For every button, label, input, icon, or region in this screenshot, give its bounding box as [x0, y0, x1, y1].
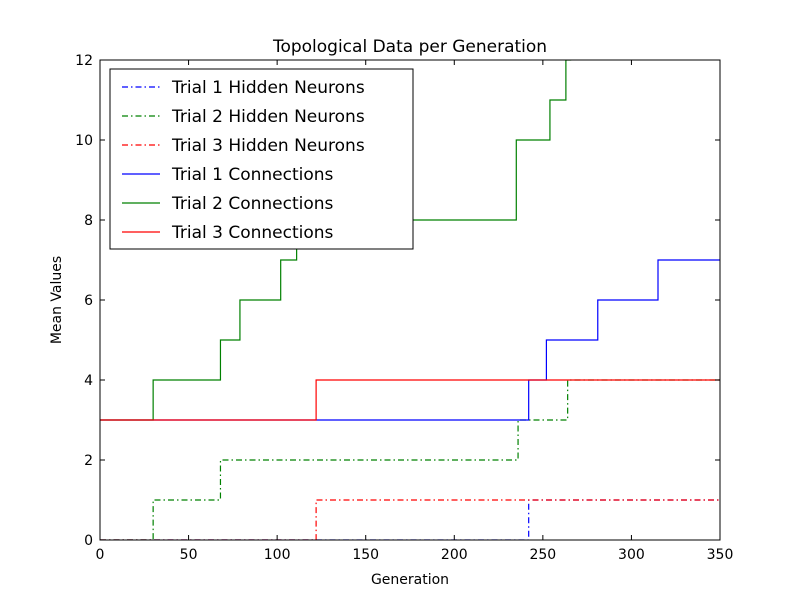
- series-line-2: [100, 379, 720, 540]
- legend-label-2: Trial 2 Hidden Neurons: [171, 107, 365, 127]
- legend-label-1: Trial 1 Hidden Neurons: [171, 78, 365, 98]
- x-tick-label: 250: [529, 547, 556, 563]
- legend-box: [109, 68, 414, 250]
- ticks-layer: 0 50 100 150 200 250 300 350 0 2 4 6 8 10 12: [75, 53, 733, 563]
- y-tick-label: 8: [84, 213, 93, 229]
- series-line-6: [100, 379, 720, 421]
- series-layer: [100, 60, 720, 540]
- legend-label-6: Trial 3 Connections: [171, 223, 334, 243]
- x-tick-label: 150: [352, 547, 379, 563]
- y-tick-label: 6: [84, 293, 93, 309]
- x-tick-label: 0: [96, 547, 105, 563]
- series-line-3: [100, 499, 720, 540]
- chart-title: Topological Data per Generation: [272, 37, 547, 57]
- y-tick-label: 12: [75, 53, 93, 69]
- series-line-5: [100, 60, 572, 421]
- legend-label-5: Trial 2 Connections: [171, 194, 334, 214]
- y-tick-label: 10: [75, 133, 93, 149]
- y-tick-label: 4: [84, 373, 93, 389]
- x-axis-label: Generation: [371, 572, 449, 588]
- x-tick-label: 300: [618, 547, 645, 563]
- x-tick-label: 350: [707, 547, 734, 563]
- x-tick-label: 100: [264, 547, 291, 563]
- y-tick-label: 2: [84, 453, 93, 469]
- x-tick-label: 200: [441, 547, 468, 563]
- legend-label-3: Trial 3 Hidden Neurons: [171, 136, 365, 156]
- legend-label-4: Trial 1 Connections: [171, 165, 334, 185]
- y-axis-label: Mean Values: [49, 256, 65, 344]
- series-line-1: [100, 499, 720, 540]
- x-tick-label: 50: [180, 547, 198, 563]
- series-line-4: [100, 259, 720, 421]
- y-tick-label: 0: [84, 533, 93, 549]
- legend: Trial 1 Hidden Neurons Trial 2 Hidden Neu…: [109, 68, 414, 250]
